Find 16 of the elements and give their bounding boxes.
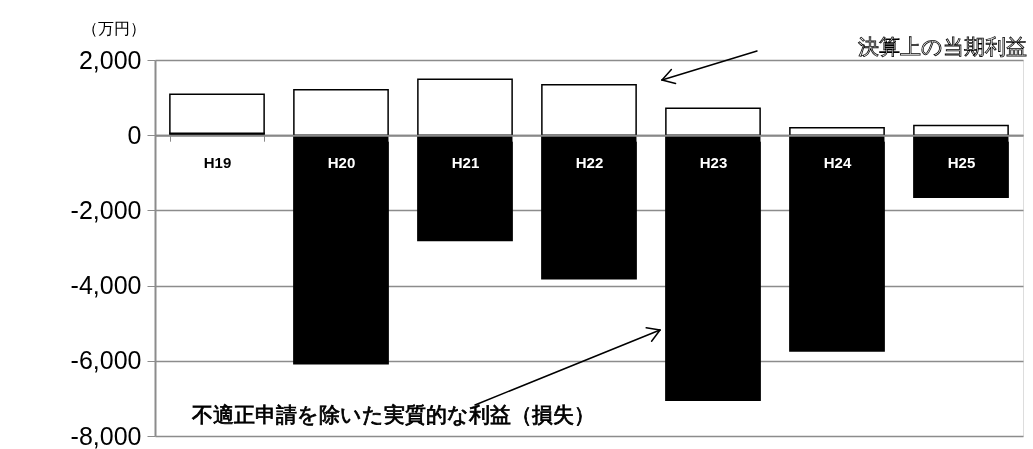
x-tick-label: H25 bbox=[947, 153, 976, 171]
text: 決算上の当期利益 bbox=[858, 35, 1027, 58]
x-tick-label: H22 bbox=[575, 153, 604, 171]
x-tick-label: H24 bbox=[823, 153, 852, 171]
y-tick-label: -8,000 bbox=[70, 421, 142, 449]
y-tick-label: 0 bbox=[127, 120, 142, 149]
x-tick-label: H20 bbox=[327, 153, 356, 171]
text: 不適正申請を除いた実質的な利益（損失） bbox=[191, 403, 595, 426]
x-tick-label: H19 bbox=[203, 153, 232, 171]
x-tick-label: H23 bbox=[699, 153, 728, 171]
y-axis-title: （万円） bbox=[81, 19, 146, 37]
y-tick-label: 2,000 bbox=[78, 45, 142, 74]
y-tick-label: -2,000 bbox=[70, 195, 142, 224]
x-tick-label: H21 bbox=[451, 153, 480, 171]
y-tick-label: -4,000 bbox=[70, 271, 142, 300]
y-tick-label: -6,000 bbox=[70, 346, 142, 375]
